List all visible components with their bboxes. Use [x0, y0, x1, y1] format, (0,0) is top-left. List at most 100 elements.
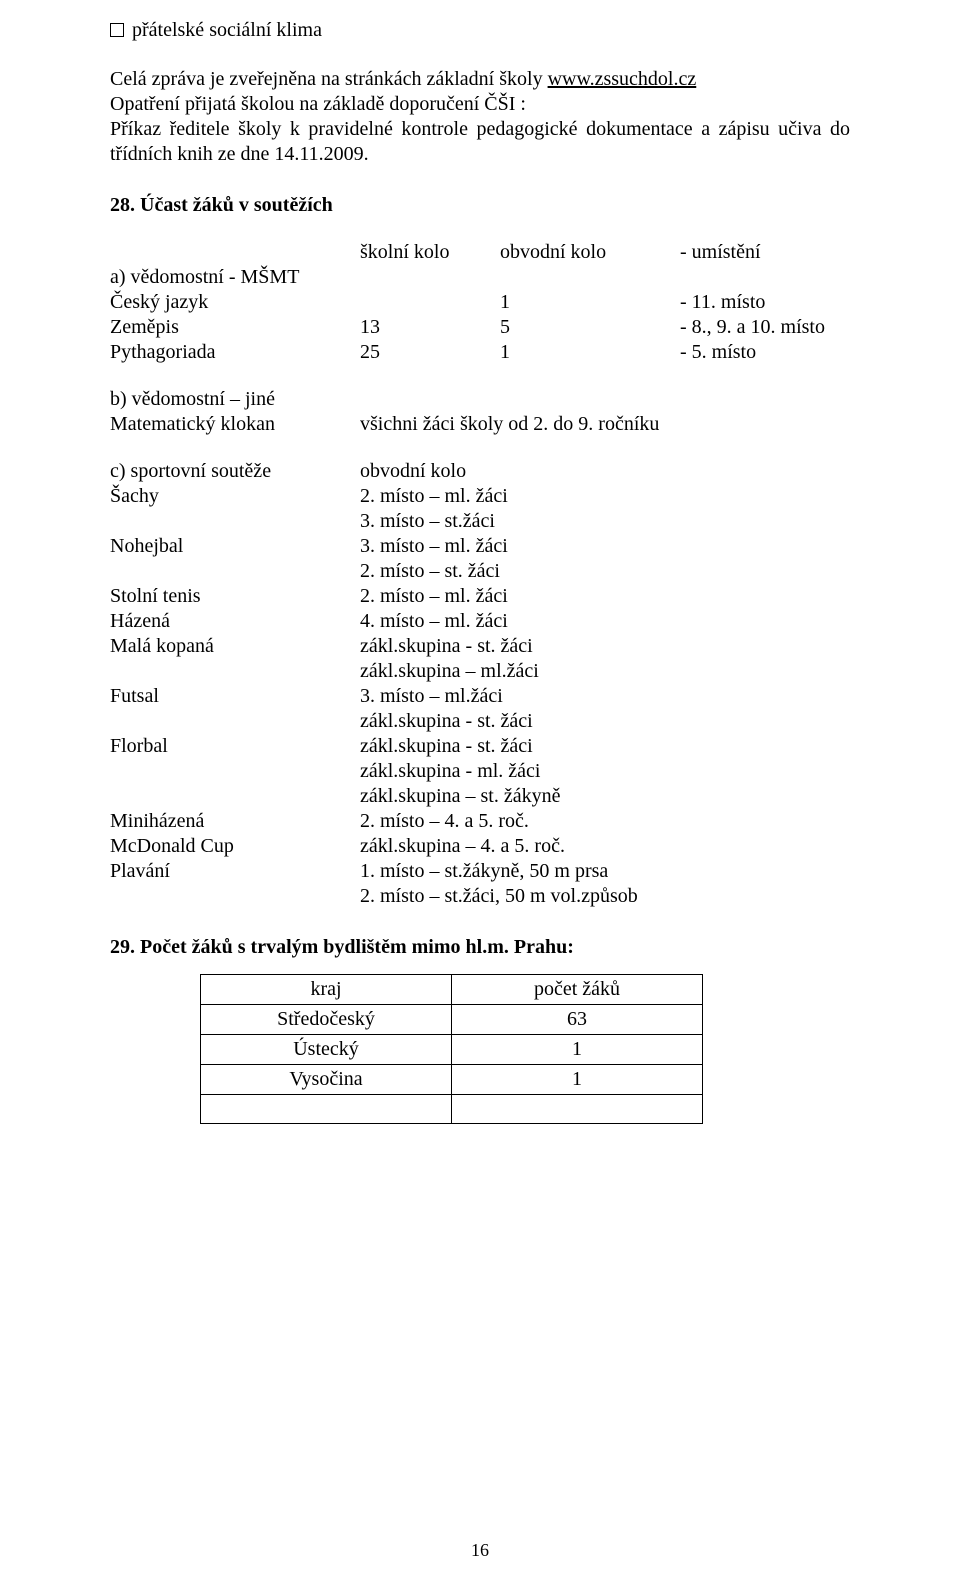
comp-umisteni: - 8., 9. a 10. místo: [680, 315, 840, 340]
comp-name: Zeměpis: [110, 315, 360, 340]
sport-row: Futsal3. místo – ml.žáci: [110, 684, 850, 709]
group-b-rows: Matematický klokanvšichni žáci školy od …: [110, 412, 850, 437]
comp-obvodni: 5: [500, 315, 680, 340]
sport-row: 2. místo – st.žáci, 50 m vol.způsob: [110, 884, 850, 909]
sport-row: Florbalzákl.skupina - st. žáci: [110, 734, 850, 759]
region-header-pocet: počet žáků: [452, 975, 703, 1005]
sport-result: 2. místo – ml. žáci: [360, 484, 850, 509]
group-c-block: c) sportovní soutěže obvodní kolo Šachy2…: [110, 459, 850, 909]
sport-row: zákl.skupina - ml. žáci: [110, 759, 850, 784]
competitions-table: školní kolo obvodní kolo - umístění a) v…: [110, 240, 850, 365]
sport-name: Malá kopaná: [110, 634, 360, 659]
sport-name: [110, 559, 360, 584]
region-table: kraj počet žáků Středočeský63Ústecký1Vys…: [200, 974, 703, 1124]
sport-result: 3. místo – ml.žáci: [360, 684, 850, 709]
region-row: [201, 1095, 703, 1124]
region-row: Ústecký1: [201, 1035, 703, 1065]
region-header-row: kraj počet žáků: [201, 975, 703, 1005]
intro-p3: Příkaz ředitele školy k pravidelné kontr…: [110, 118, 850, 165]
sport-name: Plavání: [110, 859, 360, 884]
region-count: 1: [452, 1065, 703, 1095]
region-count: [452, 1095, 703, 1124]
comp-header-row: školní kolo obvodní kolo - umístění: [110, 240, 850, 265]
comp-umisteni: - 5. místo: [680, 340, 840, 365]
sport-result: zákl.skupina - st. žáci: [360, 734, 850, 759]
sport-row: zákl.skupina - st. žáci: [110, 709, 850, 734]
group-a-rows: Český jazyk1- 11. místoZeměpis135- 8., 9…: [110, 290, 850, 365]
intro-paragraph: Celá zpráva je zveřejněna na stránkách z…: [110, 67, 850, 167]
comp-header-umisteni: - umístění: [680, 240, 840, 265]
section-28-heading: 28. Účast žáků v soutěžích: [110, 193, 850, 218]
sport-row: Miniházená2. místo – 4. a 5. roč.: [110, 809, 850, 834]
region-name: Středočeský: [201, 1005, 452, 1035]
comp-umisteni: - 11. místo: [680, 290, 840, 315]
square-bullet-icon: [110, 23, 124, 37]
pair-name: Matematický klokan: [110, 412, 360, 437]
sport-name: McDonald Cup: [110, 834, 360, 859]
sport-name: [110, 759, 360, 784]
sport-result: 4. místo – ml. žáci: [360, 609, 850, 634]
comp-row: Český jazyk 1- 11. místo: [110, 290, 850, 315]
intro-link[interactable]: www.zssuchdol.cz: [548, 68, 697, 90]
sport-row: Šachy2. místo – ml. žáci: [110, 484, 850, 509]
pair-row: Matematický klokanvšichni žáci školy od …: [110, 412, 850, 437]
section-29-heading: 29. Počet žáků s trvalým bydlištěm mimo …: [110, 935, 850, 960]
sport-result: 2. místo – 4. a 5. roč.: [360, 809, 850, 834]
comp-skolni: [360, 290, 500, 315]
sport-name: Nohejbal: [110, 534, 360, 559]
group-a-label: a) vědomostní - MŠMT: [110, 265, 360, 290]
sport-row: Plavání1. místo – st.žákyně, 50 m prsa: [110, 859, 850, 884]
sport-name: [110, 709, 360, 734]
sport-result: zákl.skupina – ml.žáci: [360, 659, 850, 684]
group-c-label: c) sportovní soutěže: [110, 459, 360, 484]
region-name: [201, 1095, 452, 1124]
sport-name: Miniházená: [110, 809, 360, 834]
sport-row: zákl.skupina – ml.žáci: [110, 659, 850, 684]
region-name: Ústecký: [201, 1035, 452, 1065]
sport-name: Házená: [110, 609, 360, 634]
comp-obvodni: 1: [500, 340, 680, 365]
sport-result: 2. místo – st. žáci: [360, 559, 850, 584]
group-c-right-label: obvodní kolo: [360, 459, 850, 484]
sport-row: McDonald Cupzákl.skupina – 4. a 5. roč.: [110, 834, 850, 859]
sport-row: 3. místo – st.žáci: [110, 509, 850, 534]
sport-result: zákl.skupina – 4. a 5. roč.: [360, 834, 850, 859]
sport-name: [110, 784, 360, 809]
sport-name: Futsal: [110, 684, 360, 709]
comp-row: Zeměpis135- 8., 9. a 10. místo: [110, 315, 850, 340]
sport-row: 2. místo – st. žáci: [110, 559, 850, 584]
page: přátelské sociální klima Celá zpráva je …: [0, 0, 960, 1591]
sport-name: [110, 659, 360, 684]
comp-header-empty: [110, 240, 360, 265]
comp-row: Pythagoriada251- 5. místo: [110, 340, 850, 365]
group-a-label-row: a) vědomostní - MŠMT: [110, 265, 850, 290]
sport-row: Malá kopanázákl.skupina - st. žáci: [110, 634, 850, 659]
region-count: 63: [452, 1005, 703, 1035]
region-row: Středočeský63: [201, 1005, 703, 1035]
intro-p1a: Celá zpráva je zveřejněna na stránkách z…: [110, 68, 548, 90]
sport-result: 1. místo – st.žákyně, 50 m prsa: [360, 859, 850, 884]
comp-skolni: 13: [360, 315, 500, 340]
sport-row: Nohejbal3. místo – ml. žáci: [110, 534, 850, 559]
bullet-text: přátelské sociální klima: [132, 18, 322, 43]
pair-value: všichni žáci školy od 2. do 9. ročníku: [360, 412, 850, 437]
comp-name: Český jazyk: [110, 290, 360, 315]
sport-result: 2. místo – st.žáci, 50 m vol.způsob: [360, 884, 850, 909]
group-c-header: c) sportovní soutěže obvodní kolo: [110, 459, 850, 484]
group-c-rows: Šachy2. místo – ml. žáci3. místo – st.žá…: [110, 484, 850, 909]
sport-name: Florbal: [110, 734, 360, 759]
sport-name: Stolní tenis: [110, 584, 360, 609]
comp-obvodni: 1: [500, 290, 680, 315]
comp-skolni: 25: [360, 340, 500, 365]
sport-result: zákl.skupina – st. žákyně: [360, 784, 850, 809]
intro-p2: Opatření přijatá školou na základě dopor…: [110, 93, 526, 115]
comp-name: Pythagoriada: [110, 340, 360, 365]
comp-header-obvodni: obvodní kolo: [500, 240, 680, 265]
sport-row: Stolní tenis2. místo – ml. žáci: [110, 584, 850, 609]
sport-row: zákl.skupina – st. žákyně: [110, 784, 850, 809]
sport-row: Házená4. místo – ml. žáci: [110, 609, 850, 634]
comp-header-skolni: školní kolo: [360, 240, 500, 265]
region-name: Vysočina: [201, 1065, 452, 1095]
sport-result: zákl.skupina - ml. žáci: [360, 759, 850, 784]
sport-result: 3. místo – ml. žáci: [360, 534, 850, 559]
